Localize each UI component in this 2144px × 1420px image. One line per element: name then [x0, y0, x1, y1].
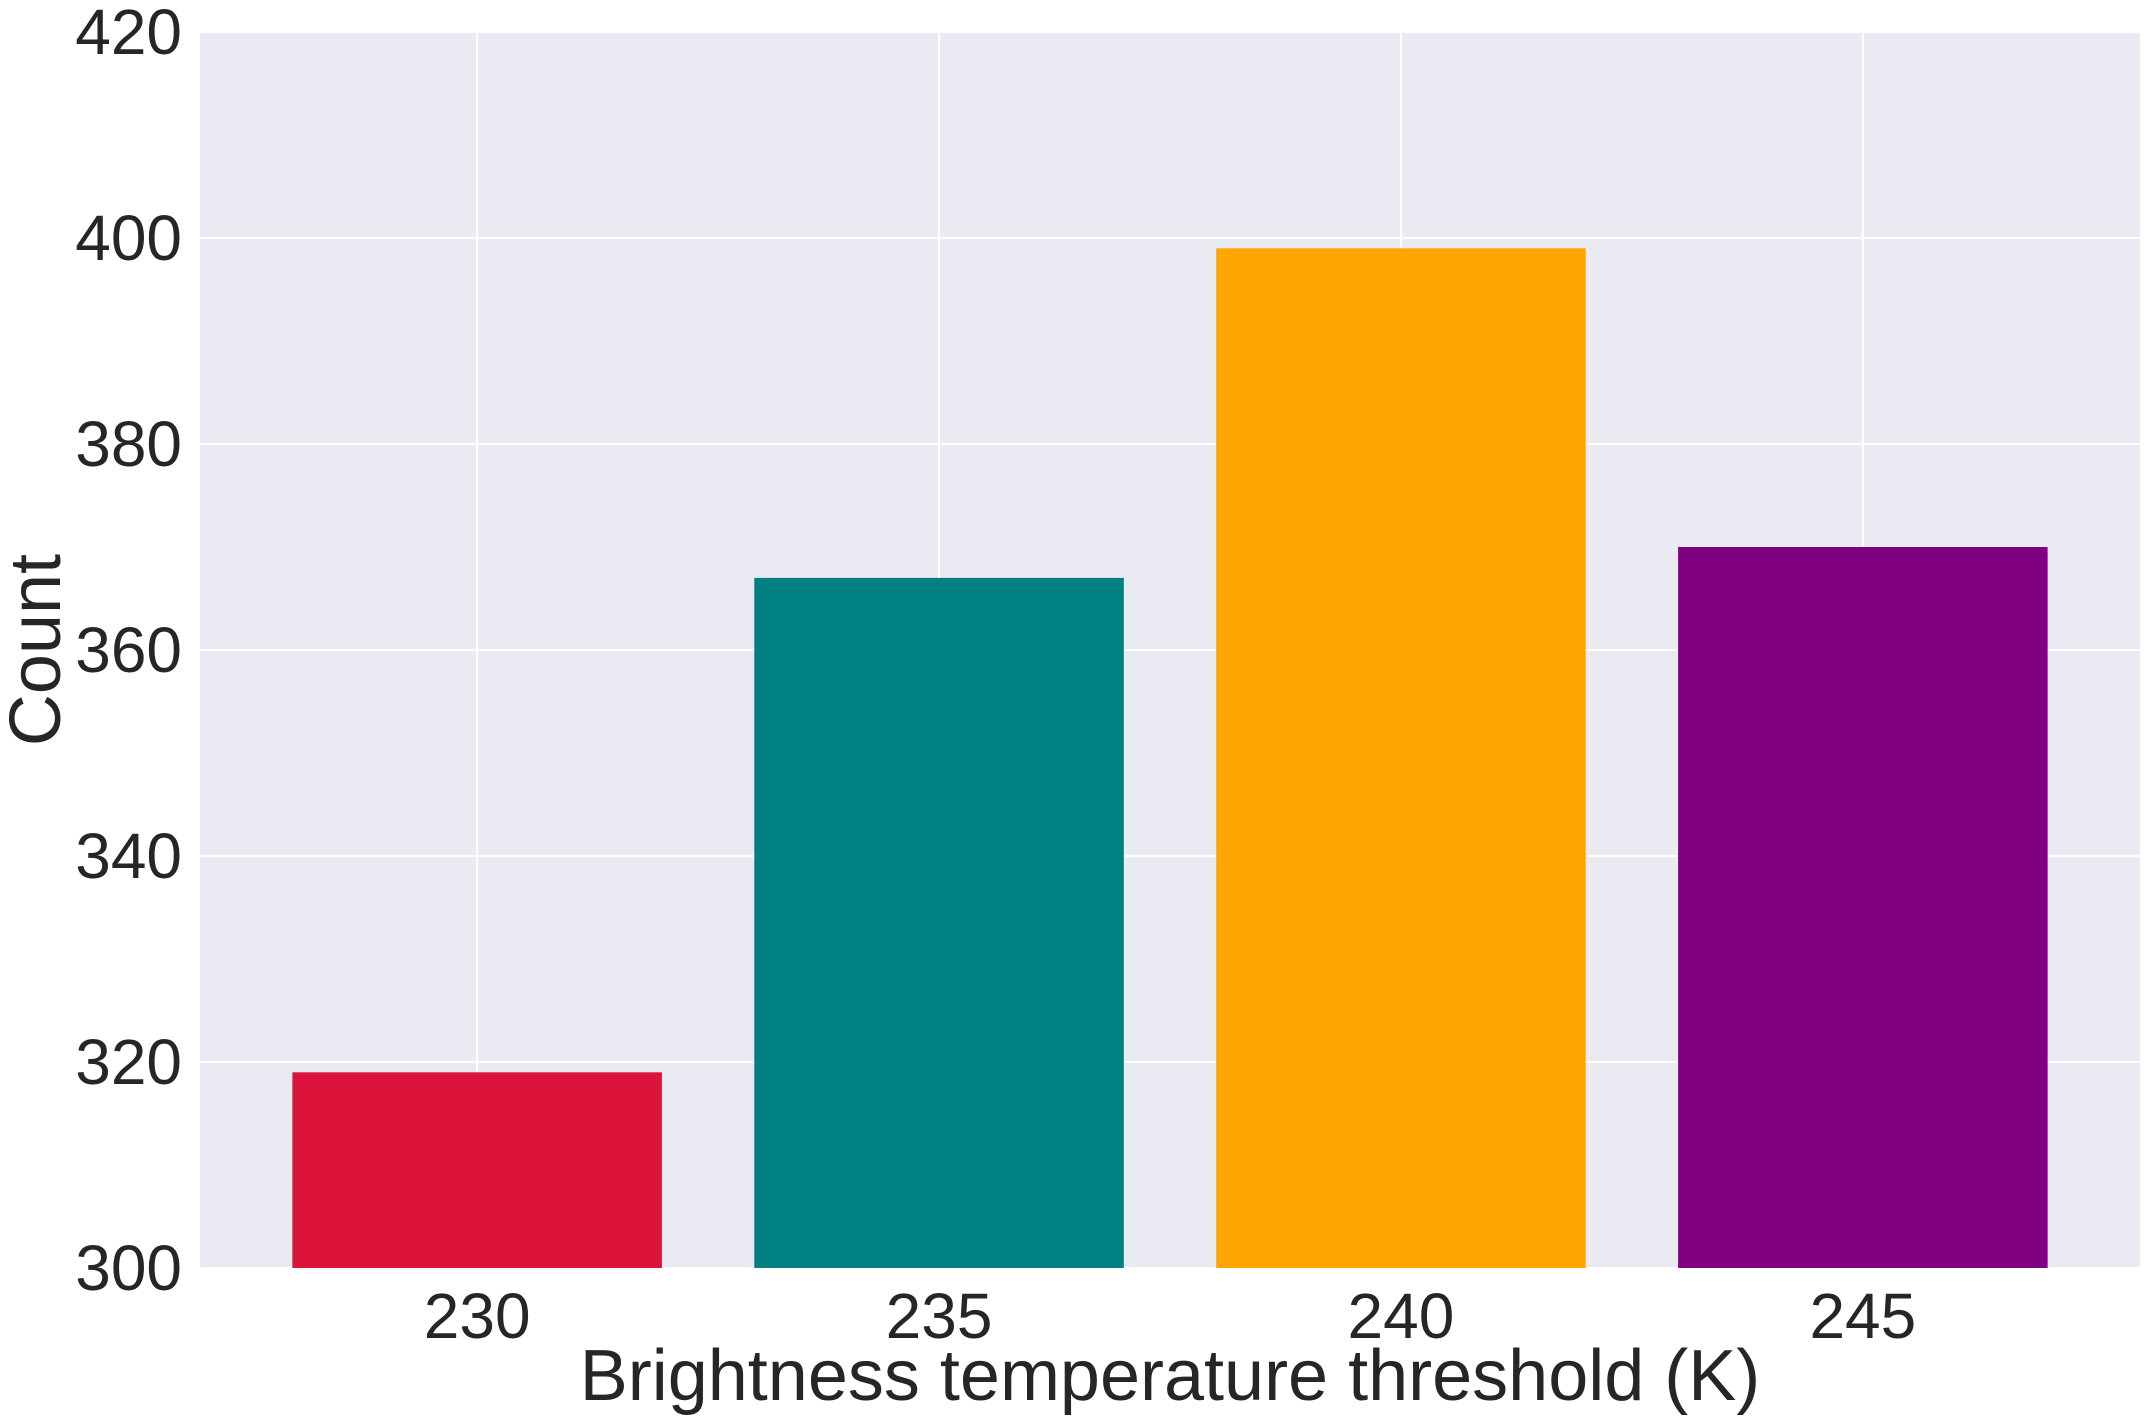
y-tick-label: 420 — [75, 0, 182, 68]
bar-230 — [292, 1072, 662, 1268]
y-tick-label: 360 — [75, 614, 182, 686]
y-tick-label: 340 — [75, 820, 182, 892]
bars — [292, 248, 2048, 1269]
x-tick-label: 240 — [1348, 1280, 1455, 1352]
x-tick-label: 230 — [424, 1280, 531, 1352]
bar-245 — [1678, 547, 2048, 1268]
x-axis-label: Brightness temperature threshold (K) — [580, 1336, 1761, 1415]
y-tick-label: 320 — [75, 1026, 182, 1098]
x-tick-label: 235 — [886, 1280, 993, 1352]
bar-240 — [1216, 248, 1586, 1269]
x-tick-labels: 230 235 240 245 — [424, 1280, 1916, 1352]
y-tick-label: 400 — [75, 202, 182, 274]
y-tick-labels: 300 320 340 360 380 400 420 — [75, 0, 182, 1304]
y-axis-label: Count — [0, 554, 76, 746]
y-tick-label: 300 — [75, 1232, 182, 1304]
y-tick-label: 380 — [75, 408, 182, 480]
x-tick-label: 245 — [1809, 1280, 1916, 1352]
bar-235 — [754, 577, 1124, 1268]
